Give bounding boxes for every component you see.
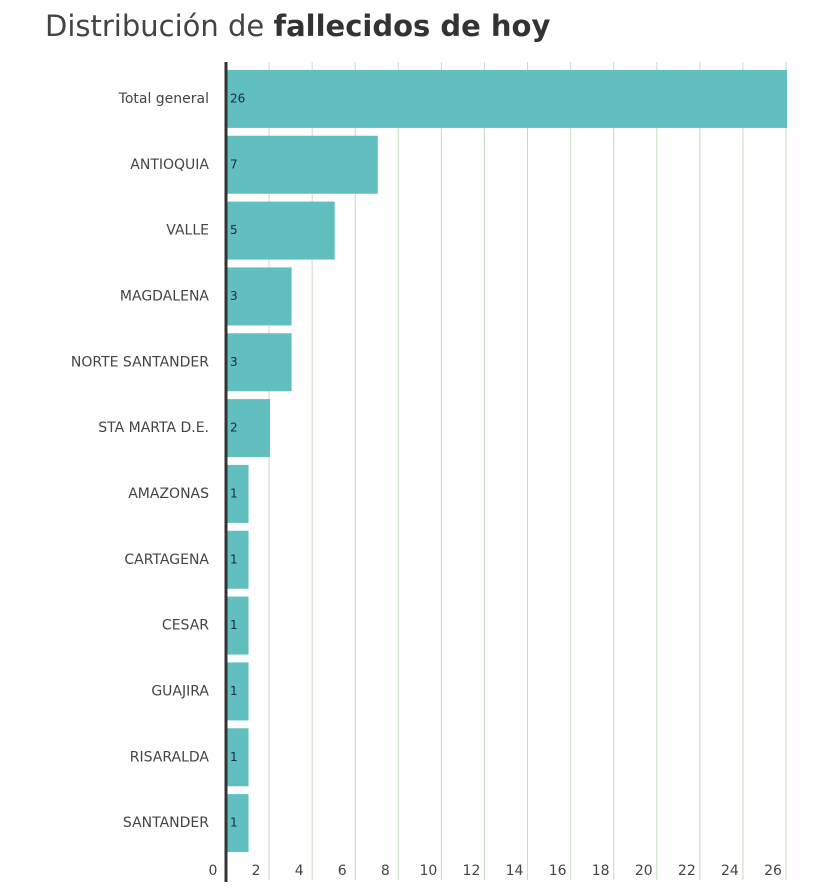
title-main: Distribución de [45, 9, 264, 43]
value-label: 5 [230, 223, 238, 237]
y-tick-label: GUAJIRA [151, 683, 209, 699]
value-label: 1 [230, 618, 238, 632]
x-tick-label: 10 [419, 863, 437, 879]
value-label: 2 [230, 421, 238, 435]
value-label: 7 [230, 157, 238, 171]
x-tick-label: 2 [252, 863, 261, 879]
value-label: 1 [230, 552, 238, 566]
y-tick-label: Total general [118, 91, 209, 107]
x-tick-label: 0 [209, 863, 218, 879]
value-label: 1 [230, 816, 238, 830]
x-tick-label: 22 [678, 863, 696, 879]
x-tick-label: 12 [463, 863, 481, 879]
bar [227, 662, 249, 721]
y-tick-label: RISARALDA [130, 749, 210, 765]
y-tick-label: AMAZONAS [128, 486, 209, 502]
x-tick-label: 18 [592, 863, 610, 879]
bar [227, 596, 249, 655]
bar [227, 135, 378, 194]
value-label: 3 [230, 289, 238, 303]
x-tick-label: 24 [721, 863, 739, 879]
bar [227, 201, 335, 260]
y-tick-label: MAGDALENA [120, 288, 209, 304]
value-label: 1 [230, 750, 238, 764]
y-tick-label: ANTIOQUIA [130, 157, 209, 173]
y-tick-label: NORTE SANTANDER [71, 354, 209, 370]
bar [227, 333, 292, 392]
title-emphasis: fallecidos de hoy [273, 9, 550, 43]
bar [227, 69, 787, 128]
value-label: 26 [230, 91, 245, 105]
y-tick-label: VALLE [166, 223, 209, 239]
y-tick-label: CARTAGENA [124, 552, 209, 568]
bar [227, 267, 292, 326]
y-tick-label: STA MARTA D.E. [98, 420, 209, 436]
x-tick-label: 16 [549, 863, 567, 879]
y-tick-label: CESAR [162, 618, 209, 634]
bar [227, 399, 271, 458]
x-tick-label: 14 [506, 863, 524, 879]
x-tick-label: 26 [764, 863, 782, 879]
bar [227, 464, 249, 523]
chart-title: Distribución de fallecidos de hoy [45, 9, 550, 43]
x-tick-label: 8 [381, 863, 390, 879]
bar [227, 530, 249, 589]
x-tick-label: 20 [635, 863, 653, 879]
value-label: 3 [230, 355, 238, 369]
value-label: 1 [230, 684, 238, 698]
bar [227, 794, 249, 853]
bar [227, 728, 249, 787]
x-tick-label: 6 [338, 863, 347, 879]
value-label: 1 [230, 486, 238, 500]
y-tick-label: SANTANDER [123, 815, 209, 831]
x-tick-label: 4 [295, 863, 304, 879]
